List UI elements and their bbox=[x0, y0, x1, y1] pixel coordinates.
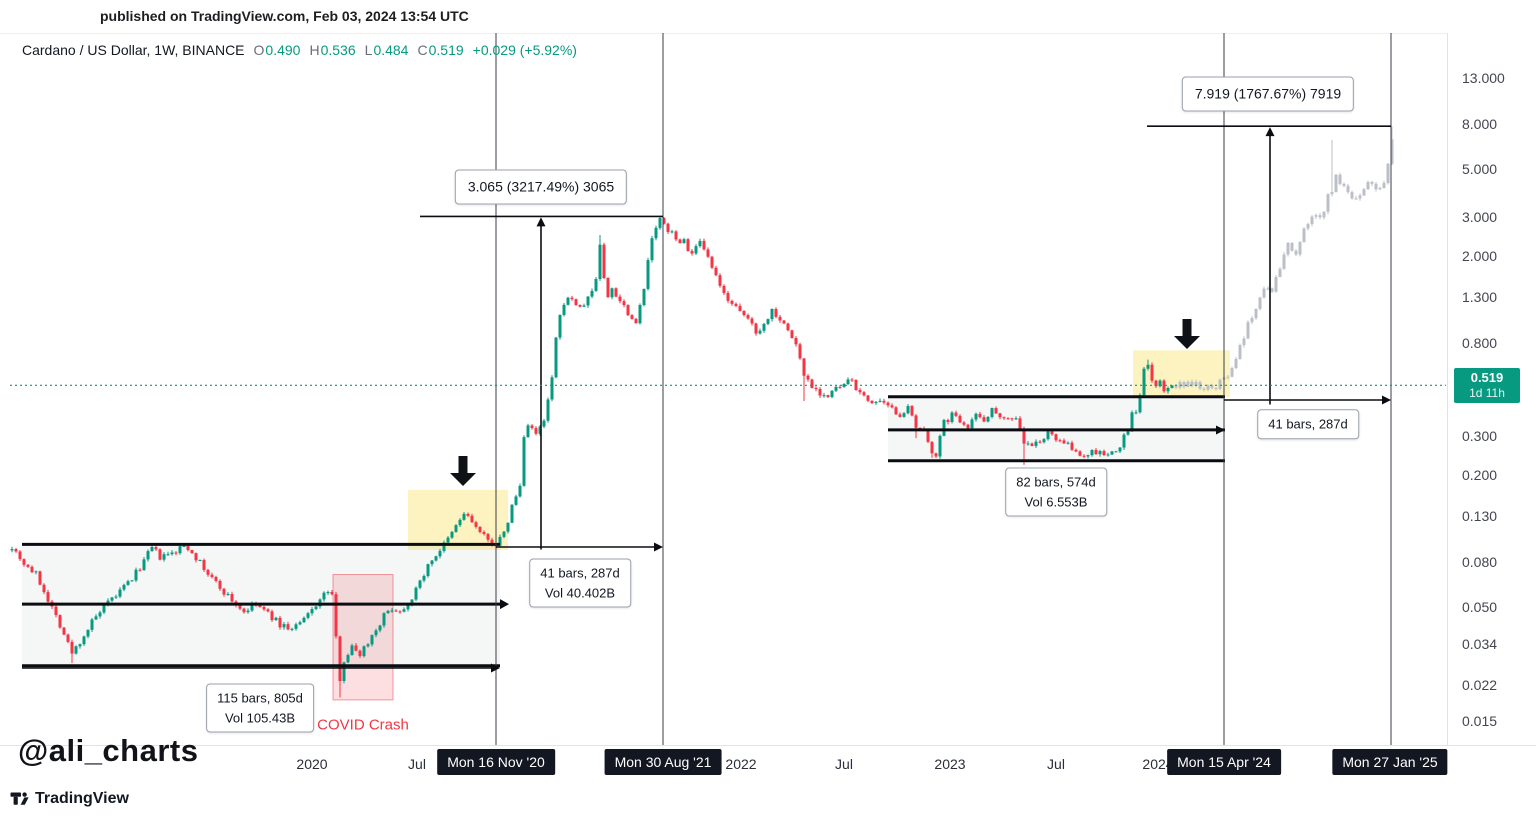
price-tick: 1.300 bbox=[1462, 289, 1498, 305]
price-tick: 0.300 bbox=[1462, 428, 1498, 445]
last-price-value: 0.519 bbox=[1470, 370, 1504, 386]
time-label: 2020 bbox=[296, 756, 328, 772]
watermark: @ali_charts bbox=[18, 733, 199, 768]
time-badge[interactable]: Mon 15 Apr '24 bbox=[1167, 749, 1281, 775]
symbol-title[interactable]: Cardano / US Dollar, 1W, BINANCE bbox=[22, 42, 245, 58]
ohlc-close: C0.519 bbox=[417, 42, 464, 58]
time-label: Jul bbox=[835, 756, 853, 772]
price-axis[interactable]: 0.519 1d 11h 13.000 8.000 5.000 3.000 2.000 1… bbox=[1447, 33, 1536, 745]
time-label: Jul bbox=[408, 756, 426, 772]
price-tick: 0.015 bbox=[1462, 713, 1498, 730]
time-badge[interactable]: Mon 30 Aug '21 bbox=[604, 749, 722, 775]
price-tick: 3.000 bbox=[1462, 209, 1498, 226]
price-tick: 0.800 bbox=[1462, 335, 1498, 352]
publish-bar: published on TradingView.com, Feb 03, 20… bbox=[0, 0, 1536, 33]
time-badge[interactable]: Mon 16 Nov '20 bbox=[437, 749, 555, 775]
footer-brand[interactable]: TradingView bbox=[10, 789, 129, 808]
ohlc-high: H0.536 bbox=[309, 42, 356, 58]
footer-brand-text: TradingView bbox=[35, 789, 129, 807]
date-range-label-2019-accumulation[interactable]: 115 bars, 805d Vol 105.43B bbox=[206, 683, 314, 733]
price-tick: 8.000 bbox=[1462, 116, 1498, 133]
date-range-label-2025-rally[interactable]: 41 bars, 287d bbox=[1257, 409, 1359, 439]
date-range-label-2023-accumulation[interactable]: 82 bars, 574d Vol 6.553B bbox=[1005, 467, 1107, 517]
time-badge[interactable]: Mon 27 Jan '25 bbox=[1332, 749, 1448, 775]
time-label: Jul bbox=[1047, 756, 1065, 772]
price-tick: 0.080 bbox=[1462, 554, 1498, 571]
price-range-label-2021[interactable]: 3.065 (3217.49%) 3065 bbox=[454, 169, 628, 205]
tradingview-logo bbox=[10, 792, 29, 805]
price-tick: 0.130 bbox=[1462, 508, 1498, 524]
bar-countdown: 1d 11h bbox=[1469, 386, 1505, 401]
time-axis[interactable]: 2020 Jul 2022 Jul 2023 Jul 2024 Mon 16 Nov '20 M… bbox=[0, 745, 1536, 786]
price-range-label-2025[interactable]: 7.919 (1767.67%) 7919 bbox=[1181, 76, 1355, 112]
last-price-badge[interactable]: 0.519 1d 11h bbox=[1454, 368, 1520, 404]
price-tick: 2.000 bbox=[1462, 248, 1498, 265]
price-tick: 0.022 bbox=[1462, 676, 1498, 693]
published-text: published on TradingView.com, Feb 03, 20… bbox=[100, 8, 469, 24]
date-range-label-2021-rally[interactable]: 41 bars, 287d Vol 40.402B bbox=[529, 558, 631, 608]
price-tick: 0.050 bbox=[1462, 598, 1498, 615]
chart-top-divider bbox=[0, 33, 1536, 34]
time-label: 2022 bbox=[725, 756, 757, 772]
symbol-header: Cardano / US Dollar, 1W, BINANCE O0.490 … bbox=[22, 42, 577, 58]
time-label: 2024 bbox=[1142, 756, 1174, 772]
ohlc-open: O0.490 bbox=[253, 42, 301, 58]
price-tick: 0.034 bbox=[1462, 635, 1498, 652]
time-label: 2023 bbox=[934, 756, 966, 772]
price-tick: 5.000 bbox=[1462, 160, 1498, 177]
change-value: +0.029 (+5.92%) bbox=[472, 42, 577, 58]
price-tick: 13.000 bbox=[1462, 70, 1505, 86]
covid-crash-label[interactable]: COVID Crash bbox=[317, 716, 409, 734]
price-tick: 0.200 bbox=[1462, 467, 1498, 484]
ohlc-low: L0.484 bbox=[364, 42, 409, 58]
